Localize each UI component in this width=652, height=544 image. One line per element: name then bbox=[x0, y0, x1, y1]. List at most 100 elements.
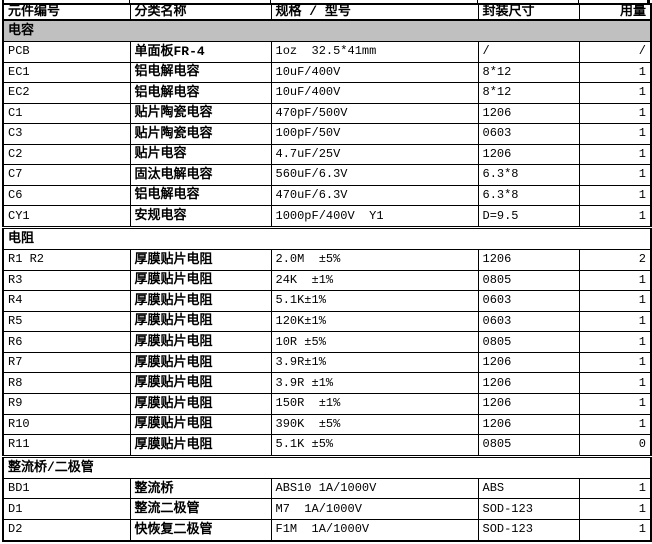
section-row: 整流桥/二极管 bbox=[2, 454, 652, 479]
table-row: D1 整流二极管 M7 1A/1000V SOD-123 1 bbox=[2, 498, 652, 520]
cell-qty: 1 bbox=[578, 477, 652, 500]
cell-package: 1206 bbox=[477, 351, 580, 374]
table-row: EC2 铝电解电容 10uF/400V 8*12 1 bbox=[2, 82, 652, 104]
cell-component-id: R10 bbox=[2, 413, 131, 436]
cell-package: 1206 bbox=[477, 393, 580, 415]
cell-spec: 470uF/6.3V bbox=[270, 184, 479, 207]
cell-qty: 1 bbox=[578, 290, 652, 312]
cell-qty: 1 bbox=[578, 351, 652, 374]
cell-component-id: EC2 bbox=[2, 82, 131, 104]
table-row: R8 厚膜贴片电阻 3.9R ±1% 1206 1 bbox=[2, 372, 652, 394]
cell-component-id: R7 bbox=[2, 351, 131, 374]
cell-category: 贴片陶瓷电容 bbox=[129, 123, 272, 145]
cell-qty: 1 bbox=[578, 413, 652, 436]
cell-component-id: EC1 bbox=[2, 61, 131, 84]
cell-spec: 1000pF/400V Y1 bbox=[270, 205, 479, 229]
cell-package: ABS bbox=[477, 477, 580, 500]
cell-package: 0603 bbox=[477, 123, 580, 145]
table-row: R10 厚膜贴片电阻 390K ±5% 1206 1 bbox=[2, 413, 652, 436]
bom-table: 元件编号 分类名称 规格 / 型号 封装尺寸 用量 电容 PCB 单面板FR-4 1o… bbox=[2, 3, 652, 542]
cell-package: 1206 bbox=[477, 102, 580, 125]
cell-spec: 560uF/6.3V bbox=[270, 164, 479, 186]
cropped-gridline-stub bbox=[578, 0, 579, 4]
cell-category: 厚膜贴片电阻 bbox=[129, 393, 272, 415]
cell-spec: M7 1A/1000V bbox=[270, 498, 479, 520]
table-row: C3 贴片陶瓷电容 100pF/50V 0603 1 bbox=[2, 123, 652, 145]
table-row: EC1 铝电解电容 10uF/400V 8*12 1 bbox=[2, 61, 652, 84]
cell-package: 0603 bbox=[477, 290, 580, 312]
cell-category: 厚膜贴片电阻 bbox=[129, 310, 272, 333]
cell-category: 铝电解电容 bbox=[129, 184, 272, 207]
section-title: 电容 bbox=[2, 19, 652, 43]
cell-spec: 24K ±1% bbox=[270, 269, 479, 292]
cell-category: 铝电解电容 bbox=[129, 82, 272, 104]
cell-package: 8*12 bbox=[477, 82, 580, 104]
bom-table-body: 电容 PCB 单面板FR-4 1oz 32.5*41mm / / EC1 铝电解电容 10uF/… bbox=[2, 19, 652, 542]
cell-component-id: D1 bbox=[2, 498, 131, 520]
section-title: 电阻 bbox=[2, 226, 652, 251]
cell-category: 厚膜贴片电阻 bbox=[129, 351, 272, 374]
cell-spec: 5.1K±1% bbox=[270, 290, 479, 312]
cell-component-id: R11 bbox=[2, 434, 131, 457]
table-row: BD1 整流桥 ABS10 1A/1000V ABS 1 bbox=[2, 477, 652, 500]
cell-qty: 1 bbox=[578, 143, 652, 166]
cell-category: 厚膜贴片电阻 bbox=[129, 269, 272, 292]
cell-qty: 1 bbox=[578, 205, 652, 229]
section-row: 电阻 bbox=[2, 226, 652, 251]
cell-spec: 4.7uF/25V bbox=[270, 143, 479, 166]
cell-package: 0805 bbox=[477, 269, 580, 292]
table-row: C7 固汰电解电容 560uF/6.3V 6.3*8 1 bbox=[2, 164, 652, 186]
cell-package: 8*12 bbox=[477, 61, 580, 84]
cell-component-id: R4 bbox=[2, 290, 131, 312]
cell-qty: 2 bbox=[578, 249, 652, 271]
col-header-quantity: 用量 bbox=[578, 3, 652, 22]
cell-spec: 10R ±5% bbox=[270, 331, 479, 353]
table-row: R4 厚膜贴片电阻 5.1K±1% 0603 1 bbox=[2, 290, 652, 312]
cell-component-id: C7 bbox=[2, 164, 131, 186]
cell-package: 6.3*8 bbox=[477, 164, 580, 186]
cell-spec: 2.0M ±5% bbox=[270, 249, 479, 271]
table-row: R9 厚膜贴片电阻 150R ±1% 1206 1 bbox=[2, 393, 652, 415]
table-row: R6 厚膜贴片电阻 10R ±5% 0805 1 bbox=[2, 331, 652, 353]
cell-package: 1206 bbox=[477, 143, 580, 166]
cell-spec: ABS10 1A/1000V bbox=[270, 477, 479, 500]
cell-component-id: C6 bbox=[2, 184, 131, 207]
cropped-gridline-stub bbox=[270, 0, 271, 4]
cell-component-id: R8 bbox=[2, 372, 131, 394]
cell-component-id: R6 bbox=[2, 331, 131, 353]
cell-spec: 5.1K ±5% bbox=[270, 434, 479, 457]
cell-category: 贴片电容 bbox=[129, 143, 272, 166]
cell-qty: 1 bbox=[578, 61, 652, 84]
cell-component-id: R1 R2 bbox=[2, 249, 131, 271]
cell-category: 厚膜贴片电阻 bbox=[129, 249, 272, 271]
cell-qty: 1 bbox=[578, 393, 652, 415]
cell-spec: 1oz 32.5*41mm bbox=[270, 41, 479, 63]
table-row: C1 贴片陶瓷电容 470pF/500V 1206 1 bbox=[2, 102, 652, 125]
table-row: R5 厚膜贴片电阻 120K±1% 0603 1 bbox=[2, 310, 652, 333]
table-row: R3 厚膜贴片电阻 24K ±1% 0805 1 bbox=[2, 269, 652, 292]
table-row: PCB 单面板FR-4 1oz 32.5*41mm / / bbox=[2, 41, 652, 63]
cell-category: 固汰电解电容 bbox=[129, 164, 272, 186]
cell-component-id: CY1 bbox=[2, 205, 131, 229]
cell-qty: 1 bbox=[578, 184, 652, 207]
cell-spec: 10uF/400V bbox=[270, 61, 479, 84]
cropped-gridline-stub bbox=[477, 0, 478, 4]
cell-spec: F1M 1A/1000V bbox=[270, 518, 479, 542]
cell-spec: 150R ±1% bbox=[270, 393, 479, 415]
table-row: R11 厚膜贴片电阻 5.1K ±5% 0805 0 bbox=[2, 434, 652, 457]
header-row: 元件编号 分类名称 规格 / 型号 封装尺寸 用量 bbox=[2, 3, 652, 22]
cell-qty: 1 bbox=[578, 331, 652, 353]
table-row: C6 铝电解电容 470uF/6.3V 6.3*8 1 bbox=[2, 184, 652, 207]
cell-qty: 1 bbox=[578, 123, 652, 145]
cell-category: 整流二极管 bbox=[129, 498, 272, 520]
cell-category: 厚膜贴片电阻 bbox=[129, 372, 272, 394]
cell-category: 厚膜贴片电阻 bbox=[129, 434, 272, 457]
section-row: 电容 bbox=[2, 19, 652, 43]
col-header-package-size: 封装尺寸 bbox=[477, 3, 580, 22]
col-header-category: 分类名称 bbox=[129, 3, 272, 22]
col-header-spec-model: 规格 / 型号 bbox=[270, 3, 479, 22]
cell-component-id: R3 bbox=[2, 269, 131, 292]
cell-category: 厚膜贴片电阻 bbox=[129, 331, 272, 353]
table-row: R1 R2 厚膜贴片电阻 2.0M ±5% 1206 2 bbox=[2, 249, 652, 271]
cell-component-id: C3 bbox=[2, 123, 131, 145]
